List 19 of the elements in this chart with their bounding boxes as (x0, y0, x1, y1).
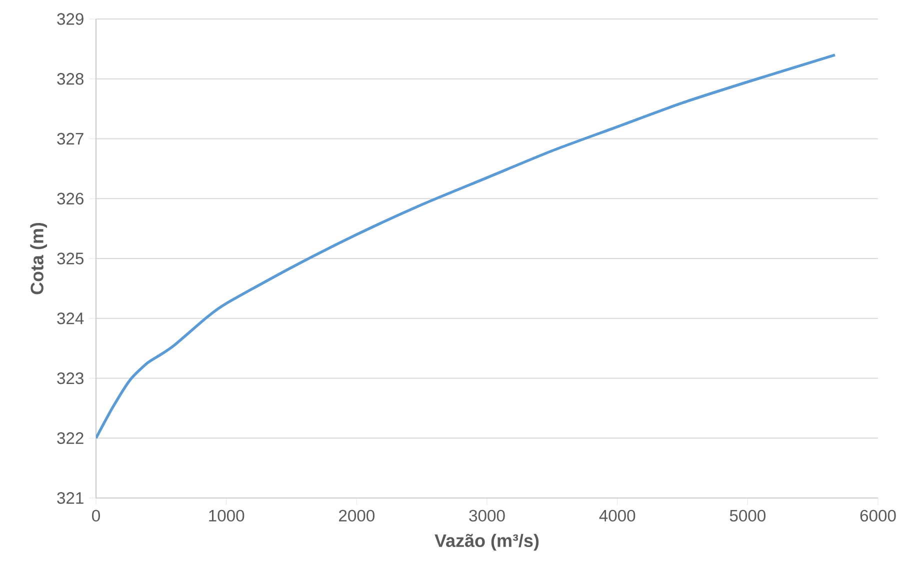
x-tick-label: 4000 (599, 510, 636, 522)
line-series (96, 54, 836, 440)
x-tick-label: 2000 (339, 510, 374, 522)
y-tick-label: 328 (57, 73, 84, 85)
y-axis-title: Cota (m) (30, 222, 47, 294)
y-tick-label: 324 (57, 312, 84, 324)
y-tick-label: 322 (57, 432, 84, 444)
x-tick-label: 6000 (860, 510, 896, 522)
y-tick-label: 329 (57, 13, 84, 25)
y-tick-label: 326 (57, 192, 84, 204)
x-tick-label: 3000 (469, 510, 505, 522)
y-tick-label: 323 (57, 372, 84, 384)
y-tick-label: 325 (57, 252, 84, 264)
y-tick-label: 327 (57, 132, 84, 145)
x-tick-label: 0 (92, 510, 100, 522)
x-axis-title: Vazão (m³/s) (434, 534, 539, 551)
x-tick-label: 5000 (730, 510, 766, 522)
x-tick-label: 1000 (209, 510, 244, 522)
y-tick-label: 321 (57, 492, 84, 504)
